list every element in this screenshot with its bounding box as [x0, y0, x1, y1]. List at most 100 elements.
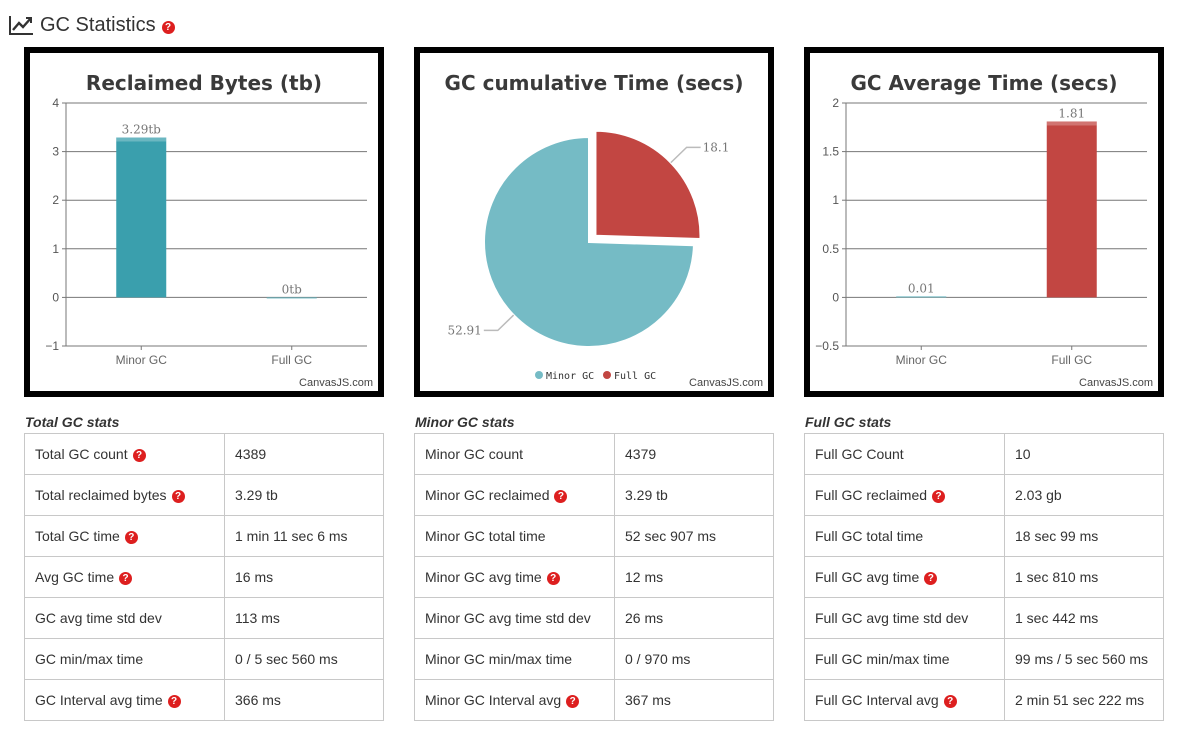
total-gc-stats-title: Total GC stats [25, 414, 120, 430]
stats-label: Minor GC reclaimed [425, 487, 550, 503]
y-tick-label: 1 [52, 242, 59, 256]
stats-label-cell: Full GC Count [804, 433, 1005, 475]
canvasjs-credit-link[interactable]: CanvasJS.com [1079, 377, 1153, 389]
legend-marker [603, 371, 611, 379]
bar-highlight [266, 297, 317, 299]
stats-label-cell: Avg GC time? [24, 556, 225, 598]
bar-highlight [896, 296, 947, 298]
bar[interactable] [266, 297, 317, 299]
data-label: 3.29tb [122, 123, 162, 137]
stats-value: 2 min 51 sec 222 ms [1004, 679, 1164, 721]
stats-label-cell: Full GC total time [804, 515, 1005, 557]
stats-value: 2.03 gb [1004, 474, 1164, 516]
stats-label: Minor GC avg time [425, 569, 542, 585]
data-label: 0.01 [908, 281, 935, 295]
stats-value: 10 [1004, 433, 1164, 475]
y-tick-label: −1 [45, 339, 59, 353]
stats-label-cell: GC avg time std dev [24, 597, 225, 639]
help-icon[interactable]: ? [132, 448, 146, 462]
pie-leader-line [483, 314, 515, 332]
stats-row: Minor GC avg time std dev 26 ms [414, 597, 774, 639]
stats-value: 4379 [614, 433, 774, 475]
gc-cumulative-time-chart-svg: GC cumulative Time (secs) 18.1 52.91 Minor … [445, 71, 763, 389]
stats-label: Total GC count [35, 446, 128, 462]
stats-row: Total GC count? 4389 [24, 433, 384, 475]
stats-row: Avg GC time? 16 ms [24, 556, 384, 598]
reclaimed-bytes-chart: Reclaimed Bytes (tb) −1 0 1 2 3 4 3.29tb Minor G… [24, 47, 384, 397]
stats-label: GC avg time std dev [35, 610, 162, 626]
data-label: 0tb [282, 282, 302, 296]
help-icon[interactable]: ? [554, 489, 568, 503]
stats-label: GC Interval avg time [35, 692, 163, 708]
stats-row: Minor GC count 4379 [414, 433, 774, 475]
stats-row: Minor GC total time 52 sec 907 ms [414, 515, 774, 557]
y-tick-label: 0 [52, 290, 59, 304]
stats-label-cell: Minor GC count [414, 433, 615, 475]
stats-label: Full GC reclaimed [815, 487, 928, 503]
help-icon[interactable]: ? [119, 571, 133, 585]
stats-row: GC avg time std dev 113 ms [24, 597, 384, 639]
bar[interactable] [896, 296, 947, 298]
stats-label-cell: Total GC time? [24, 515, 225, 557]
stats-label-cell: Full GC avg time std dev [804, 597, 1005, 639]
stats-value: 99 ms / 5 sec 560 ms [1004, 638, 1164, 680]
y-tick-label: 1.5 [822, 145, 839, 159]
help-icon[interactable]: ? [943, 694, 957, 708]
stats-label: Full GC Count [815, 446, 904, 462]
x-category-label: Minor GC [116, 353, 168, 367]
stats-label-cell: GC min/max time [24, 638, 225, 680]
stats-row: Full GC Count 10 [804, 433, 1164, 475]
canvasjs-credit-link[interactable]: CanvasJS.com [299, 377, 373, 389]
help-icon[interactable]: ? [566, 694, 580, 708]
stats-value: 1 sec 442 ms [1004, 597, 1164, 639]
stats-label-cell: Minor GC min/max time [414, 638, 615, 680]
canvasjs-credit-link[interactable]: CanvasJS.com [689, 377, 763, 389]
stats-label-cell: Total GC count? [24, 433, 225, 475]
stats-label: Total GC time [35, 528, 120, 544]
stats-label-cell: Full GC reclaimed? [804, 474, 1005, 516]
stats-row: Minor GC avg time? 12 ms [414, 556, 774, 598]
bar[interactable] [1046, 121, 1097, 298]
stats-row: Full GC Interval avg? 2 min 51 sec 222 ms [804, 679, 1164, 721]
stats-label: Minor GC total time [425, 528, 546, 544]
stats-row: GC Interval avg time? 366 ms [24, 679, 384, 721]
stats-label-cell: Full GC Interval avg? [804, 679, 1005, 721]
help-icon[interactable]: ? [161, 20, 175, 34]
stats-row: Minor GC min/max time 0 / 970 ms [414, 638, 774, 680]
x-category-label: Full GC [1051, 353, 1092, 367]
stats-label-cell: Minor GC avg time std dev [414, 597, 615, 639]
help-icon[interactable]: ? [124, 530, 138, 544]
stats-label-cell: Full GC min/max time [804, 638, 1005, 680]
pie-data-label: 52.91 [447, 323, 481, 337]
stats-label-cell: Minor GC avg time? [414, 556, 615, 598]
y-tick-label: 1 [832, 193, 839, 207]
pie-slice[interactable] [594, 129, 702, 240]
stats-value: 0 / 970 ms [614, 638, 774, 680]
gc-cumulative-time-chart: GC cumulative Time (secs) 18.1 52.91 Minor … [414, 47, 774, 397]
bar[interactable] [116, 137, 167, 298]
bar-highlight [116, 137, 167, 142]
full-gc-stats-table: Full GC Count 10 Full GC reclaimed? 2.03 gb… [804, 433, 1164, 721]
x-category-label: Minor GC [896, 353, 948, 367]
stats-label: Avg GC time [35, 569, 115, 585]
chart-title: GC Average Time (secs) [850, 71, 1117, 95]
y-tick-label: 4 [52, 96, 59, 110]
help-icon[interactable]: ? [932, 489, 946, 503]
help-icon[interactable]: ? [546, 571, 560, 585]
stats-label-cell: Total reclaimed bytes? [24, 474, 225, 516]
legend-label: Minor GC [546, 371, 594, 382]
trend-line-icon [8, 14, 34, 36]
y-tick-label: 0.5 [822, 242, 839, 256]
help-icon[interactable]: ? [171, 489, 185, 503]
help-icon[interactable]: ? [924, 571, 938, 585]
stats-row: Minor GC Interval avg? 367 ms [414, 679, 774, 721]
stats-value: 18 sec 99 ms [1004, 515, 1164, 557]
stats-value: 366 ms [224, 679, 384, 721]
help-icon[interactable]: ? [167, 694, 181, 708]
stats-value: 1 min 11 sec 6 ms [224, 515, 384, 557]
stats-row: Minor GC reclaimed? 3.29 tb [414, 474, 774, 516]
pie-data-label: 18.1 [703, 140, 730, 154]
y-tick-label: −0.5 [815, 339, 839, 353]
bar-highlight [1046, 121, 1097, 126]
stats-value: 3.29 tb [614, 474, 774, 516]
